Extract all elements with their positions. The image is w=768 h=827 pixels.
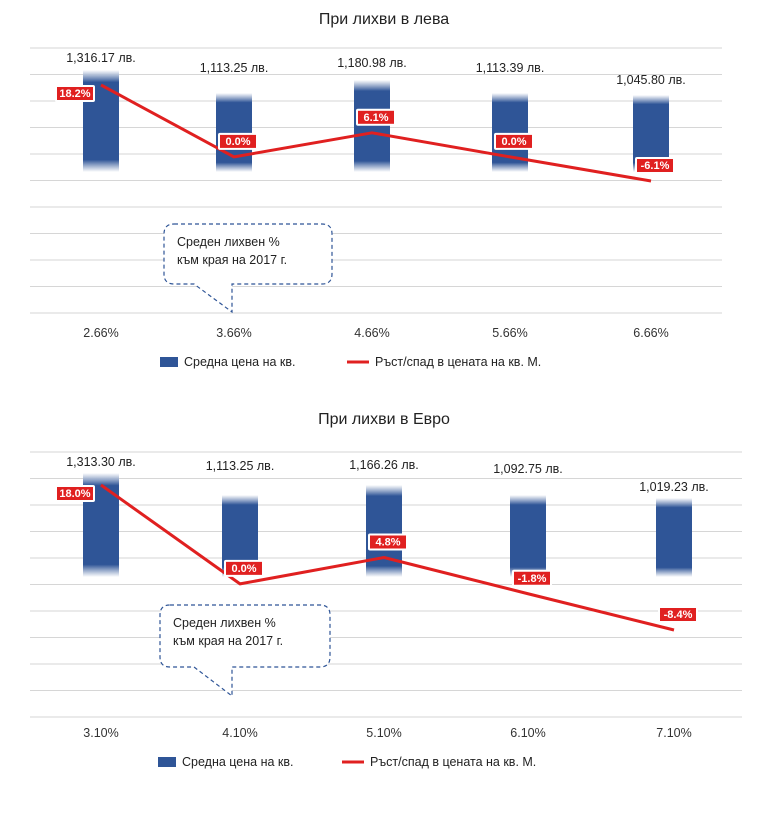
legend-bar-swatch xyxy=(158,757,176,767)
chart-title: При лихви в Евро xyxy=(318,411,450,428)
growth-label-bg xyxy=(220,134,256,148)
growth-label-text: 0.0% xyxy=(231,563,256,575)
bar-value-label: 1,180.98 лв. xyxy=(337,56,407,70)
growth-line xyxy=(100,83,652,183)
growth-label-bg xyxy=(226,561,262,575)
callout-text: към края на 2017 г. xyxy=(177,253,287,267)
growth-label-1: 0.0% xyxy=(218,132,258,150)
growth-label-bg xyxy=(496,134,532,148)
chart-leva: При лихви в лева 1,316.17 лв. 1,113.25 лв.… xyxy=(30,11,722,369)
growth-label-2: 6.1% xyxy=(356,108,396,126)
growth-label-0: 18.2% xyxy=(55,85,95,102)
growth-label-text: 4.8% xyxy=(375,537,400,549)
growth-label-bg xyxy=(660,608,696,621)
bar-value-label: 1,092.75 лв. xyxy=(493,462,563,476)
legend-bar-label: Средна цена на кв. xyxy=(182,755,294,769)
growth-label-bg xyxy=(57,487,93,500)
callout-bubble: Среден лихвен % към края на 2017 г. xyxy=(159,604,331,698)
growth-label-text: -8.4% xyxy=(664,609,693,621)
chart-title: При лихви в лева xyxy=(319,11,449,28)
growth-label-text: 0.0% xyxy=(225,136,250,148)
bar-value-label: 1,316.17 лв. xyxy=(66,51,136,65)
x-tick-label: 5.10% xyxy=(366,726,401,740)
x-tick-label: 6.10% xyxy=(510,726,545,740)
growth-label-1: 0.0% xyxy=(224,559,264,577)
callout-text: към края на 2017 г. xyxy=(173,634,283,648)
growth-label-text: 6.1% xyxy=(363,112,388,124)
legend-bar-swatch xyxy=(160,357,178,367)
x-tick-label: 3.66% xyxy=(216,326,251,340)
bar-value-label: 1,113.25 лв. xyxy=(200,61,269,75)
legend: Средна цена на кв. Ръст/спад в цената на … xyxy=(158,755,536,769)
bar-value-label: 1,045.80 лв. xyxy=(616,73,686,87)
chart-euro: При лихви в Евро 1,313.30 лв. 1,113.25 лв.… xyxy=(30,411,742,769)
growth-label-3: 0.0% xyxy=(494,132,534,150)
bar-value-label: 1,166.26 лв. xyxy=(349,458,419,472)
growth-label-4: -8.4% xyxy=(658,606,698,623)
bar-1 xyxy=(216,93,252,172)
bar-value-label: 1,113.39 лв. xyxy=(476,61,545,75)
growth-label-text: 18.0% xyxy=(59,488,90,500)
bar-2 xyxy=(366,485,402,577)
growth-label-bg xyxy=(358,110,394,124)
bar-4 xyxy=(656,498,692,577)
growth-label-text: 18.2% xyxy=(59,88,90,100)
growth-line xyxy=(100,483,675,632)
bar-value-label: 1,113.25 лв. xyxy=(206,459,275,473)
growth-label-bg xyxy=(370,535,406,549)
growth-label-3: -1.8% xyxy=(512,569,552,587)
callout-text: Среден лихвен % xyxy=(177,235,280,249)
growth-label-text: 0.0% xyxy=(501,136,526,148)
growth-label-2: 4.8% xyxy=(368,533,408,551)
x-tick-label: 4.66% xyxy=(354,326,389,340)
x-tick-label: 5.66% xyxy=(492,326,527,340)
callout-outline xyxy=(159,604,331,698)
legend: Средна цена на кв. Ръст/спад в цената на … xyxy=(160,355,541,369)
x-tick-label: 6.66% xyxy=(633,326,668,340)
legend-line-label: Ръст/спад в цената на кв. М. xyxy=(370,755,536,769)
bar-2 xyxy=(354,80,390,172)
x-tick-label: 2.66% xyxy=(83,326,118,340)
growth-label-text: -1.8% xyxy=(518,573,547,585)
legend-line-label: Ръст/спад в цената на кв. М. xyxy=(375,355,541,369)
x-tick-label: 7.10% xyxy=(656,726,691,740)
growth-label-bg xyxy=(637,159,673,172)
growth-label-bg xyxy=(57,87,93,100)
growth-label-text: -6.1% xyxy=(641,160,670,172)
callout-text: Среден лихвен % xyxy=(173,616,276,630)
bar-value-label: 1,019.23 лв. xyxy=(639,480,709,494)
growth-label-4: -6.1% xyxy=(635,157,675,174)
x-tick-label: 3.10% xyxy=(83,726,118,740)
growth-label-bg xyxy=(514,571,550,585)
legend-bar-label: Средна цена на кв. xyxy=(184,355,296,369)
bar-3 xyxy=(510,495,546,577)
growth-label-0: 18.0% xyxy=(55,485,95,502)
x-tick-label: 4.10% xyxy=(222,726,257,740)
bar-value-label: 1,313.30 лв. xyxy=(66,455,136,469)
callout-bubble: Среден лихвен % към края на 2017 г. xyxy=(163,223,333,314)
callout-outline xyxy=(163,223,333,314)
